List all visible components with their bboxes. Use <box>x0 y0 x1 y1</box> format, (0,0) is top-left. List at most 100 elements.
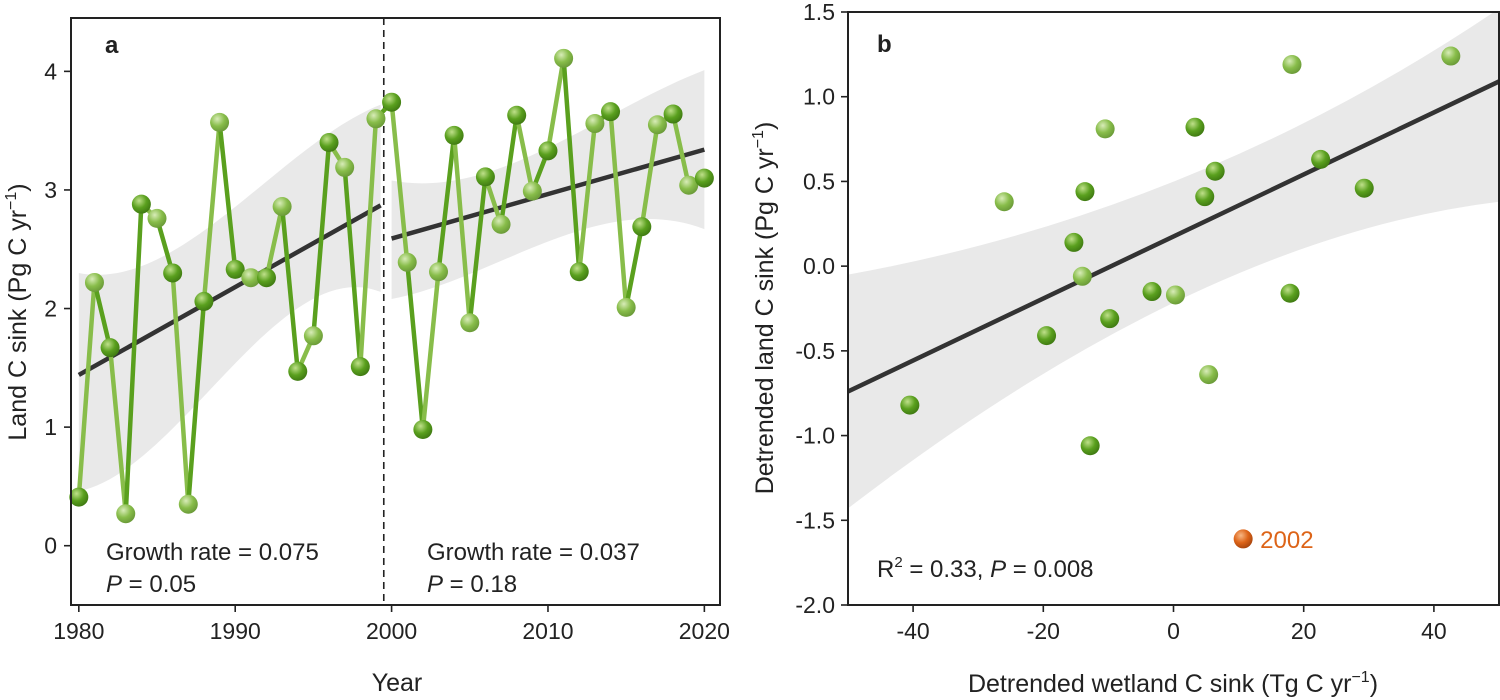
panel-a-annotation-growth-2: Growth rate = 0.037 <box>427 539 640 566</box>
panel-a-series <box>76 56 707 516</box>
panel-b-y-tick-label: -2.0 <box>795 592 835 618</box>
panel-a-series-segment <box>608 109 629 310</box>
panel-a-series-segment <box>514 112 535 194</box>
panel-a-series-segment <box>342 165 363 369</box>
panel-b-y-axis-label: Detrended land C sink (Pg C yr−1) <box>750 122 779 495</box>
panel-a-series-segment <box>311 140 332 339</box>
panel-a-series-segment <box>217 120 238 272</box>
panel-b-point <box>1282 55 1302 75</box>
panel-a-point <box>210 112 230 132</box>
panel-a-series-segment <box>561 56 582 275</box>
panel-a-point <box>538 141 558 161</box>
panel-a-series-segment <box>264 204 285 280</box>
panel-a-annotation-p-1: P = 0.05 <box>106 571 196 598</box>
panel-a-x-tick-label: 2000 <box>366 618 417 644</box>
panel-b-y-tick-label: -0.5 <box>795 338 835 364</box>
panel-b-x-tick-label: -40 <box>896 618 929 644</box>
panel-a-series-segment <box>92 280 113 350</box>
panel-a-y-tick-label: 2 <box>44 296 57 322</box>
panel-a-x-tick-label: 1990 <box>210 618 261 644</box>
panel-a-point <box>382 92 402 112</box>
panel-b-x-tick-label: 40 <box>1421 618 1447 644</box>
panel-b-x-ticks: -40 -20 0 20 40 <box>896 605 1447 644</box>
panel-a-point <box>100 338 120 358</box>
panel-b-y-tick-label: 1.0 <box>803 84 835 110</box>
panel-a-point <box>366 109 386 129</box>
panel-b-scatter: 2002 -40 -20 0 20 40 -2.0 -1.5 -1.0 -0.5 0.0 0.5 1… <box>750 0 1500 698</box>
panel-b-point <box>900 395 920 415</box>
panel-a-point <box>585 114 605 134</box>
panel-a-point <box>397 252 417 272</box>
panel-a-series-segment <box>420 269 441 432</box>
panel-a-series-segment <box>201 120 222 304</box>
panel-a-series-segment <box>436 133 457 275</box>
panel-a-series-segment <box>639 122 660 229</box>
panel-b-confidence-band <box>848 12 1499 509</box>
panel-a-point <box>632 217 652 237</box>
panel-a-series-segment <box>389 99 410 265</box>
panel-a-point <box>178 494 198 514</box>
panel-a-series-segment <box>451 133 473 326</box>
panel-b-ci-band <box>848 12 1499 509</box>
panel-b-fit-line <box>848 79 1499 394</box>
panel-a-series-segment <box>107 345 128 516</box>
panel-b-point <box>1205 161 1225 181</box>
panel-a-series-segment <box>358 116 379 369</box>
panel-a-point <box>663 104 683 124</box>
panel-b-point <box>1080 436 1100 456</box>
panel-b-point <box>1199 365 1219 385</box>
panel-a-y-tick-label: 3 <box>44 177 57 203</box>
panel-b-point <box>994 192 1014 212</box>
panel-b-x-tick-label: 20 <box>1291 618 1317 644</box>
panel-a-confidence-bands <box>78 70 705 492</box>
panel-a-point <box>194 291 214 311</box>
panel-a-point <box>272 197 292 217</box>
panel-a-series-segment <box>467 174 488 326</box>
panel-a-point <box>444 125 464 145</box>
panel-a-point <box>475 167 495 187</box>
panel-b-point <box>1165 285 1185 305</box>
panel-a-series-segment <box>170 270 191 507</box>
panel-a-y-tick-label: 4 <box>44 58 57 84</box>
panel-a-ci-band-1 <box>78 104 381 492</box>
panel-a-trend-line-1 <box>77 203 382 377</box>
panel-a-point <box>319 133 339 153</box>
panel-a-time-series: 1980 1990 2000 2010 2020 0 1 2 3 4 a Growth rate… <box>3 17 730 697</box>
panel-b-annotation: R2 = 0.33, P = 0.008 <box>877 554 1094 583</box>
panel-a-point <box>288 361 308 381</box>
panel-a-x-tick-label: 2010 <box>522 618 573 644</box>
panel-a-series-segment <box>577 121 598 275</box>
panel-a-point <box>601 102 621 122</box>
panel-b-point <box>1095 119 1115 139</box>
panel-b-point <box>1100 309 1120 329</box>
panel-a-series-segment <box>498 112 519 227</box>
panel-b-y-tick-label: 1.5 <box>803 0 835 25</box>
panel-a-point <box>69 487 89 507</box>
panel-a-point <box>256 268 276 288</box>
panel-b-regression-line <box>848 79 1499 394</box>
panel-a-y-ticks: 0 1 2 3 4 <box>44 58 71 559</box>
panel-a-series-segment <box>670 111 691 188</box>
panel-b-label: b <box>877 31 892 58</box>
panel-a-point <box>413 419 433 439</box>
panel-b-point <box>1195 187 1215 207</box>
panel-a-frame <box>70 17 721 606</box>
panel-b-x-tick-label: 0 <box>1167 618 1180 644</box>
panel-a-point <box>241 268 261 288</box>
panel-b-point <box>1311 149 1331 169</box>
panel-b-x-tick-label: -20 <box>1027 618 1060 644</box>
panel-a-series-segment <box>545 56 566 154</box>
panel-b-y-tick-label: -1.0 <box>795 423 835 449</box>
panel-a-point <box>303 326 323 346</box>
panel-a-x-ticks: 1980 1990 2000 2010 2020 <box>53 605 730 644</box>
panel-b-point <box>1185 117 1205 137</box>
panel-a-series-segment <box>404 260 426 432</box>
panel-b-highlight: 2002 <box>1233 527 1314 554</box>
panel-a-point <box>350 357 370 377</box>
panel-b-point <box>1075 182 1095 202</box>
panel-a-series-segment <box>186 299 207 507</box>
panel-b-point <box>1142 282 1162 302</box>
panel-b-point <box>1441 46 1461 66</box>
panel-a-point <box>694 168 714 188</box>
